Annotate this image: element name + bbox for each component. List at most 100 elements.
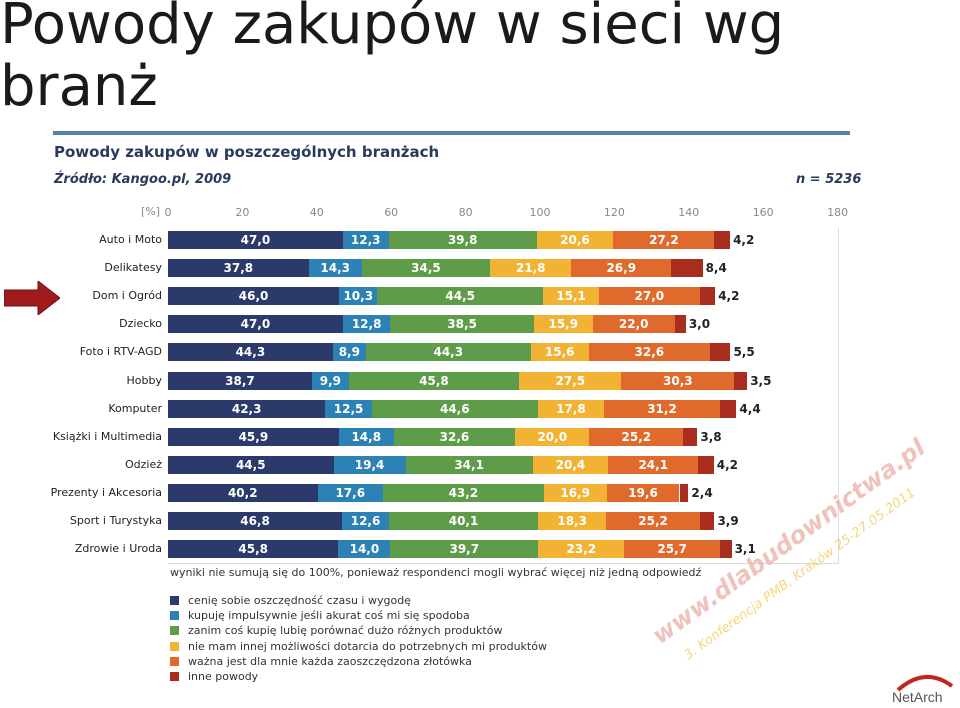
- x-tick-label: 100: [529, 206, 551, 219]
- bar-segment: 8,9: [332, 343, 366, 362]
- category-label: Foto i RTV-AGD: [79, 345, 162, 359]
- bar-segment: [734, 371, 748, 390]
- logo-text: NetArch: [892, 689, 943, 705]
- category-label: Dziecko: [119, 317, 162, 331]
- bar-segment: 20,6: [536, 231, 614, 249]
- x-tick-label: 140: [678, 206, 700, 219]
- bar-segment: 18,3: [538, 512, 607, 530]
- sample-size: n = 5236: [796, 172, 862, 187]
- bar-segment: [674, 315, 686, 334]
- bar-segment: 46,0: [168, 287, 340, 306]
- legend-label: nie mam innej możliwości dotarcia do pot…: [188, 639, 547, 653]
- bar-segment: 44,5: [377, 287, 543, 306]
- bar-segment: 44,3: [365, 343, 531, 362]
- bar-segment: 45,8: [168, 540, 339, 559]
- category-label: Komputer: [108, 401, 162, 415]
- chart-source: Źródło: Kangoo.pl, 2009: [54, 172, 232, 187]
- bar-segment: [720, 540, 732, 559]
- bar-value-label: 4,2: [733, 233, 755, 247]
- legend-swatch: [170, 611, 179, 621]
- bar-segment: 16,9: [543, 483, 607, 502]
- bar-segment: 31,2: [603, 399, 721, 418]
- bar-segment: 45,8: [348, 371, 520, 390]
- bar-segment: 30,3: [621, 371, 735, 390]
- bar-value-label: 4,4: [739, 401, 761, 416]
- netarch-logo: NetArch: [892, 674, 954, 705]
- legend-label: inne powody: [188, 670, 259, 683]
- bar-segment: 24,1: [608, 455, 699, 474]
- bar-segment: 32,6: [393, 427, 516, 446]
- bar-segment: 15,1: [542, 287, 600, 306]
- category-label: Prezenty i Akcesoria: [50, 485, 162, 499]
- bar-segment: 32,6: [588, 343, 710, 362]
- chart-top-rule: [53, 131, 850, 135]
- bar-segment: 34,1: [405, 455, 533, 474]
- legend-swatch: [170, 672, 179, 681]
- legend-swatch: [170, 656, 179, 666]
- bar-segment: 27,0: [599, 287, 700, 306]
- bar-segment: 45,9: [168, 427, 339, 446]
- bar-segment: 15,9: [533, 315, 593, 334]
- bar-segment: [683, 427, 698, 446]
- bar-segment: 23,2: [538, 540, 625, 559]
- bar-value-label: 3,8: [700, 429, 722, 444]
- bar-segment: 10,3: [339, 287, 378, 306]
- bar-segment: 38,5: [390, 315, 534, 334]
- bar-segment: 40,2: [168, 483, 318, 502]
- bar-segment: [710, 343, 731, 362]
- bar-segment: 9,9: [311, 371, 349, 390]
- legend-swatch: [170, 641, 179, 651]
- bar-segment: 17,6: [317, 483, 383, 502]
- category-label: Sport i Turystyka: [69, 514, 162, 527]
- legend-label: kupuję impulsywnie jeśli akurat coś mi s…: [188, 609, 470, 623]
- legend-label: zanim coś kupię lubię porównać dużo różn…: [188, 624, 503, 638]
- bar-segment: 25,2: [589, 427, 684, 446]
- bar-segment: 25,7: [624, 540, 721, 559]
- bar-segment: 12,3: [342, 231, 389, 249]
- bar-segment: 19,4: [333, 455, 406, 474]
- category-label: Hobby: [126, 373, 162, 387]
- arrow-right-icon: [4, 281, 60, 315]
- bar-value-label: 2,4: [691, 485, 713, 500]
- bar-segment: [671, 259, 703, 278]
- category-label: Książki i Multimedia: [52, 429, 162, 443]
- bar-segment: 39,7: [390, 540, 539, 559]
- bar-segment: 38,7: [168, 371, 312, 390]
- bar-segment: 46,8: [168, 512, 343, 530]
- bar-value-label: 5,5: [733, 345, 755, 360]
- bar-segment: 21,8: [490, 259, 572, 278]
- bar-segment: [714, 231, 731, 249]
- plot-area: [168, 228, 839, 564]
- watermark-line1: www.dlabudownictwa.pl: [647, 433, 931, 650]
- bar-segment: 26,9: [571, 259, 672, 278]
- legend-swatch: [170, 626, 179, 636]
- bar-segment: 20,4: [532, 455, 609, 474]
- chart-note: wyniki nie sumują się do 100%, ponieważ …: [170, 566, 702, 579]
- bar-value-label: 3,1: [734, 542, 756, 557]
- category-label: Auto i Moto: [99, 233, 162, 246]
- bar-segment: 12,6: [342, 512, 389, 530]
- bar-segment: 43,2: [383, 483, 544, 502]
- bar-segment: 44,3: [168, 343, 333, 362]
- bar-segment: 42,3: [168, 399, 326, 418]
- x-tick-label: 120: [603, 206, 625, 219]
- bar-segment: [699, 287, 716, 306]
- slide-title: Powody zakupów w sieci wg branż: [0, 0, 785, 119]
- x-tick-label: 20: [235, 206, 250, 219]
- bar-segment: 22,0: [592, 315, 675, 334]
- bar-segment: 12,8: [342, 315, 391, 334]
- category-label: Delikatesy: [104, 261, 162, 275]
- x-tick-label: 160: [752, 206, 774, 219]
- category-label: Zdrowie i Uroda: [74, 542, 162, 556]
- bar-segment: 15,6: [530, 343, 589, 362]
- bar-segment: [720, 399, 737, 418]
- bar-value-label: 3,9: [717, 514, 739, 528]
- watermark-line2: 3. Konferencja PMB, Kraków 25-27.05.2011: [682, 485, 919, 663]
- legend-label: cenię sobie oszczędność czasu i wygodę: [188, 594, 411, 607]
- bar-segment: 47,0: [168, 315, 343, 334]
- category-label: Odzież: [124, 457, 162, 471]
- bar-value-label: 3,0: [688, 317, 711, 332]
- x-tick-label: 180: [827, 206, 849, 219]
- legend-swatch: [170, 596, 179, 605]
- bar-segment: [698, 455, 714, 474]
